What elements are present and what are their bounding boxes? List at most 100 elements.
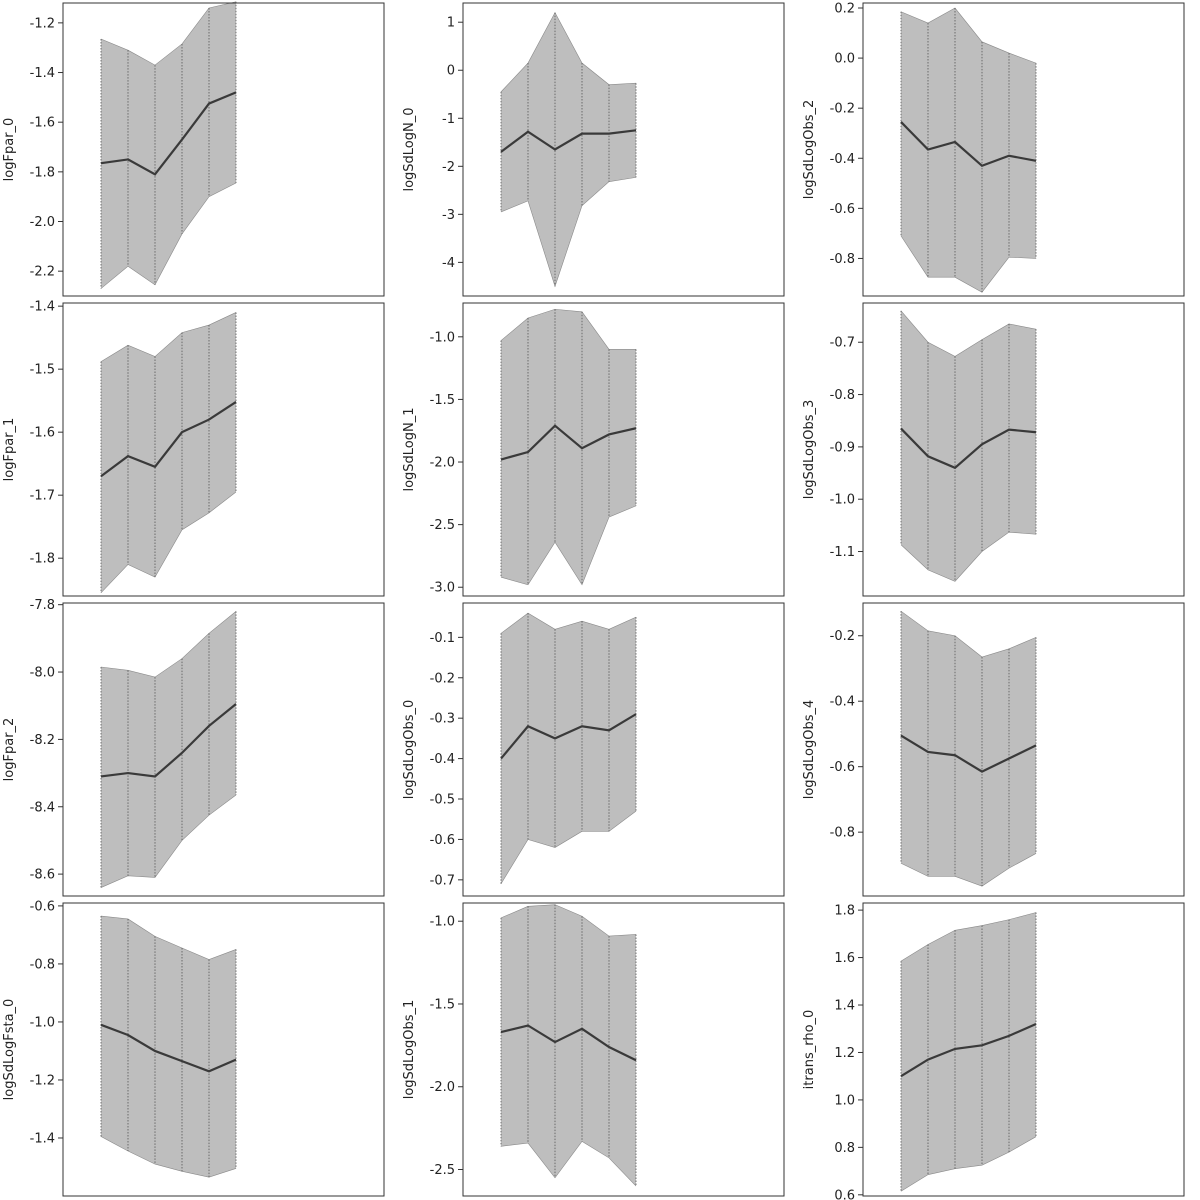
mean-line xyxy=(100,401,237,478)
y-tick-label: -0.8 xyxy=(830,388,855,403)
ci-band xyxy=(501,12,636,287)
plot-frame xyxy=(462,602,785,897)
y-tick-label: 0.0 xyxy=(834,52,855,67)
plot-frame xyxy=(62,302,385,597)
ci-band xyxy=(901,310,1036,582)
y-tick-label: -0.6 xyxy=(30,899,55,914)
plot-frame xyxy=(462,2,785,297)
y-tick-label: 0.6 xyxy=(834,1188,855,1200)
ci-band xyxy=(901,611,1036,887)
ci-upper-edge xyxy=(500,308,636,350)
mean-line xyxy=(500,1024,637,1062)
panel-logFpar_2: -8.6 -8.4 -8.2 -8.0 -7.8 logFpar_2 xyxy=(2,598,385,897)
y-tick-label: -1.4 xyxy=(30,300,55,315)
y-tick-label: -2.5 xyxy=(430,1163,455,1178)
ci-lower-edge xyxy=(500,505,637,586)
y-axis-label: logSdLogN_0 xyxy=(402,107,417,191)
y-tick-label: -0.2 xyxy=(830,102,855,117)
plot-frame xyxy=(62,902,385,1197)
y-tick-label: -1.5 xyxy=(430,393,455,408)
plot-frame xyxy=(862,2,1185,297)
y-tick-label: -0.4 xyxy=(430,752,455,767)
y-axis-label: logFpar_1 xyxy=(2,418,17,482)
ci-band xyxy=(501,613,636,884)
ci-lower-edge xyxy=(900,1136,1037,1192)
mean-line xyxy=(100,91,237,176)
ci-upper-edge xyxy=(100,611,237,678)
y-tick-label: -1.0 xyxy=(430,330,455,345)
y-axis-label: logSdLogObs_2 xyxy=(802,100,817,200)
y-tick-label: -0.6 xyxy=(430,833,455,848)
ci-band xyxy=(101,1,236,289)
y-tick-label: -2.5 xyxy=(430,518,455,533)
y-tick-label: -0.8 xyxy=(830,826,855,841)
ci-lower-edge xyxy=(500,810,637,885)
y-tick-label: -8.0 xyxy=(30,666,55,681)
y-tick-label: -1.4 xyxy=(30,1131,55,1146)
y-tick-label: 0.8 xyxy=(834,1141,855,1156)
y-tick-label: 1 xyxy=(447,16,455,31)
y-tick-label: -0.5 xyxy=(430,793,455,808)
y-tick-label: -0.4 xyxy=(830,152,855,167)
mean-line xyxy=(500,424,637,461)
y-axis-label: logSdLogFsta_0 xyxy=(2,999,17,1101)
y-tick-label: -1.5 xyxy=(430,997,455,1012)
y-tick-label: -1.0 xyxy=(430,915,455,930)
mean-line xyxy=(900,734,1037,773)
ci-upper-edge xyxy=(500,904,637,937)
panel-logSdLogObs_2: -0.8 -0.6 -0.4 -0.2 0.0 0.2 logSdLogObs_2 xyxy=(802,2,1185,297)
ci-lower-edge xyxy=(900,531,1037,582)
ci-lower-edge xyxy=(100,794,237,888)
plot-frame xyxy=(862,902,1185,1197)
y-axis-label: logSdLogN_1 xyxy=(402,407,417,491)
ci-band xyxy=(501,309,636,585)
ci-upper-edge xyxy=(900,912,1037,962)
y-tick-label: 0 xyxy=(447,64,455,79)
y-tick-label: 1.6 xyxy=(834,951,855,966)
panel-itrans_rho_0: 0.6 0.8 1.0 1.2 1.4 1.6 1.8 itrans_rho_0 xyxy=(802,902,1185,1200)
panel-logSdLogN_1: -3.0 -2.5 -2.0 -1.5 -1.0 logSdLogN_1 xyxy=(402,302,785,597)
y-tick-label: -0.4 xyxy=(830,695,855,710)
ci-upper-edge xyxy=(900,310,1037,357)
y-tick-label: -1.7 xyxy=(30,489,55,504)
y-axis-label: logSdLogObs_3 xyxy=(802,400,817,500)
y-axis-label: logSdLogObs_1 xyxy=(402,1000,417,1100)
panel-logFpar_0: -2.2 -2.0 -1.8 -1.6 -1.4 -1.2 logFpar_0 xyxy=(2,1,385,297)
plot-frame xyxy=(462,902,785,1197)
ci-upper-edge xyxy=(100,1,237,66)
panel-logFpar_1: -1.8 -1.7 -1.6 -1.5 -1.4 logFpar_1 xyxy=(2,300,385,597)
y-tick-label: -0.2 xyxy=(830,629,855,644)
mean-line xyxy=(100,703,237,778)
y-tick-label: -7.8 xyxy=(30,598,55,613)
y-tick-label: -0.6 xyxy=(830,202,855,217)
y-tick-label: -3 xyxy=(442,208,455,223)
y-tick-label: -0.1 xyxy=(430,631,455,646)
y-tick-label: -0.7 xyxy=(430,873,455,888)
y-tick-label: -8.4 xyxy=(30,800,55,815)
y-tick-label: -0.6 xyxy=(830,760,855,775)
ci-lower-edge xyxy=(500,1140,637,1187)
y-tick-label: 1.2 xyxy=(834,1046,855,1061)
y-axis-label: logFpar_2 xyxy=(2,718,17,782)
y-tick-label: -1 xyxy=(442,112,455,127)
y-tick-label: -0.8 xyxy=(830,252,855,267)
ci-lower-edge xyxy=(100,1136,237,1178)
y-tick-label: -8.2 xyxy=(30,733,55,748)
panel-logSdLogObs_3: -1.1 -1.0 -0.9 -0.8 -0.7 logSdLogObs_3 xyxy=(802,302,1185,597)
y-tick-label: -2.2 xyxy=(30,265,55,280)
y-tick-label: -1.5 xyxy=(30,363,55,378)
y-tick-label: -0.3 xyxy=(430,712,455,727)
y-tick-label: -1.6 xyxy=(30,426,55,441)
ci-lower-edge xyxy=(100,491,237,594)
y-tick-label: 0.2 xyxy=(834,2,855,17)
plot-frame xyxy=(62,602,385,897)
y-tick-label: -0.8 xyxy=(30,957,55,972)
y-tick-label: -1.2 xyxy=(30,16,55,31)
ci-upper-edge xyxy=(100,915,237,960)
ci-band xyxy=(501,904,636,1187)
ci-upper-edge xyxy=(900,610,1037,658)
ci-upper-edge xyxy=(900,7,1037,64)
plot-frame xyxy=(862,602,1185,897)
y-tick-label: -2.0 xyxy=(430,1080,455,1095)
